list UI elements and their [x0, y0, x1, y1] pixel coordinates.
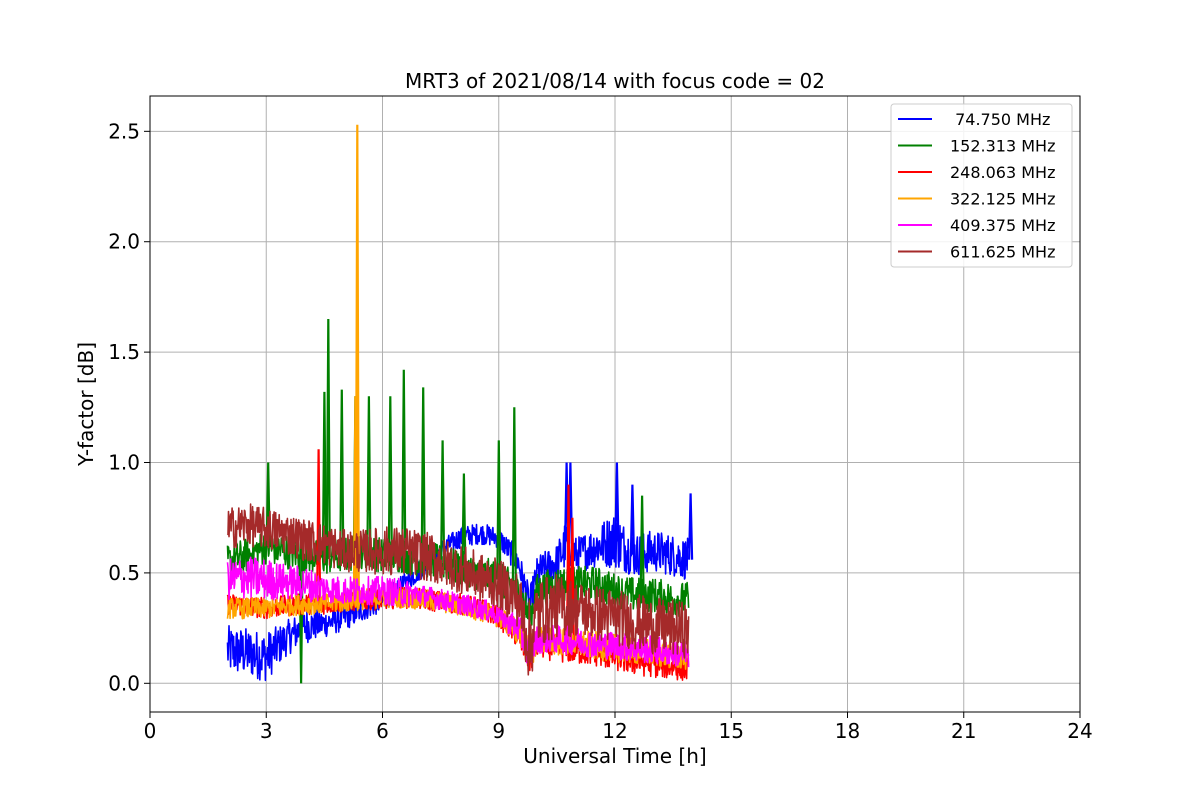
x-tick-label: 0 — [144, 719, 157, 743]
series-line — [226, 531, 690, 636]
series-spike — [511, 407, 517, 589]
legend-label: 322.125 MHz — [950, 190, 1055, 209]
series-spike — [366, 396, 372, 553]
series-spike — [321, 391, 327, 558]
y-axis-ticks: 0.0 0.5 1.0 1.5 2.0 2.5 — [108, 119, 150, 695]
legend: 74.750 MHz 152.313 MHz 248.063 MHz 322.125 … — [890, 103, 1073, 268]
x-tick-label: 15 — [719, 719, 744, 743]
x-axis-ticks: 0 3 6 9 12 15 18 21 24 — [144, 712, 1093, 743]
x-tick-label: 6 — [376, 719, 389, 743]
series-4 — [226, 556, 690, 668]
y-tick-label: 1.0 — [108, 451, 140, 475]
x-tick-label: 21 — [951, 719, 976, 743]
series-spike — [461, 473, 467, 570]
grid-lines — [149, 96, 1081, 712]
series-spike — [352, 396, 358, 601]
y-tick-label: 0.0 — [108, 671, 140, 695]
series-spike — [639, 495, 645, 596]
y-tick-label: 0.5 — [108, 561, 140, 585]
legend-label: 248.063 MHz — [950, 163, 1055, 182]
legend-box — [890, 103, 1073, 268]
legend-label: 74.750 MHz — [950, 110, 1050, 129]
series-spike — [440, 440, 446, 563]
series-spike — [688, 493, 694, 560]
x-axis-label: Universal Time [h] — [523, 744, 706, 768]
series-spike — [401, 369, 407, 556]
series-layer — [226, 124, 694, 684]
series-spike — [420, 387, 426, 560]
y-tick-label: 2.5 — [108, 119, 140, 143]
series-spike — [387, 396, 393, 556]
y-tick-label: 1.5 — [108, 340, 140, 364]
x-tick-label: 9 — [492, 719, 505, 743]
series-spike — [325, 318, 331, 558]
series-spike — [629, 484, 635, 554]
series-5 — [226, 503, 690, 676]
series-line — [226, 503, 690, 676]
series-line — [226, 513, 690, 682]
legend-label: 611.625 MHz — [950, 243, 1055, 262]
series-spike — [496, 440, 502, 580]
legend-label: 409.375 MHz — [950, 216, 1055, 235]
series-spike — [614, 462, 620, 542]
x-tick-label: 24 — [1067, 719, 1092, 743]
series-spike — [339, 389, 345, 556]
legend-label: 152.313 MHz — [950, 137, 1055, 156]
chart-title: MRT3 of 2021/08/14 with focus code = 02 — [405, 69, 825, 93]
x-tick-label: 3 — [260, 719, 273, 743]
series-line — [226, 556, 690, 668]
x-tick-label: 12 — [602, 719, 627, 743]
y-axis-label: Y-factor [dB] — [74, 342, 98, 467]
x-tick-label: 18 — [835, 719, 860, 743]
y-tick-label: 2.0 — [108, 230, 140, 254]
